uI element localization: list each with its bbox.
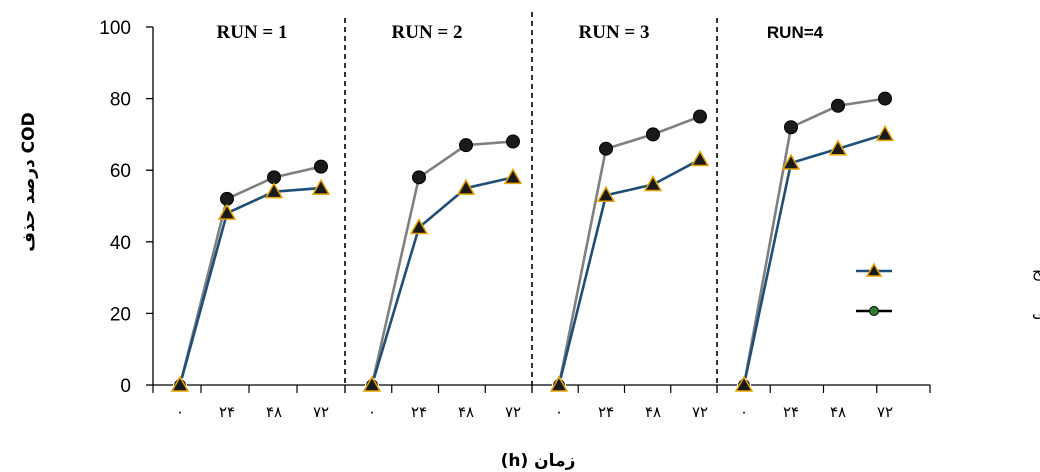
series-line-flat-graphite [557, 158, 701, 386]
legend: گرافیت مسطح نمد کربنی [856, 262, 1040, 321]
y-tick-label: 0 [120, 376, 131, 397]
series-line-carbon-felt [370, 140, 514, 386]
point-carbon-felt [267, 170, 281, 185]
series-line-flat-graphite [370, 176, 514, 386]
x-tick-label: ۷۲ [313, 403, 329, 421]
x-tick-label: ۴۸ [830, 403, 846, 421]
point-flat-graphite [734, 375, 754, 392]
x-tick-label: ۰ [176, 403, 184, 421]
panel-run-1: RUN = 1 ۰ ۲۴ ۴۸ ۷۲ [170, 22, 331, 421]
y-tick-label: 100 [99, 18, 131, 39]
point-carbon-felt [220, 191, 234, 206]
legend-item-carbon-felt: نمد کربنی [856, 303, 1040, 321]
point-flat-graphite [170, 375, 190, 392]
panel-run-3: RUN = 3 ۰ ۲۴ ۴۸ ۷۲ [549, 22, 710, 421]
x-tick-label: ۴۸ [458, 403, 474, 421]
point-carbon-felt [831, 98, 845, 113]
point-carbon-felt [693, 109, 707, 124]
x-tick-label: ۰ [368, 403, 376, 421]
point-flat-graphite [409, 217, 429, 235]
point-flat-graphite [311, 178, 331, 195]
x-tick-label: ۷۲ [505, 403, 521, 421]
series-line-flat-graphite [742, 133, 886, 386]
point-flat-graphite [549, 375, 569, 392]
point-flat-graphite [362, 375, 382, 392]
point-flat-graphite [690, 149, 710, 167]
series-line-carbon-felt [178, 165, 322, 386]
point-flat-graphite [781, 153, 801, 170]
panel-title: RUN = 1 [217, 22, 288, 43]
x-tick-label: ۷۲ [877, 403, 893, 421]
y-tick-label: 20 [110, 304, 131, 325]
legend-swatch-triangle [865, 262, 883, 277]
point-carbon-felt [506, 134, 520, 149]
panel-run-4: RUN=4 ۰ ۲۴ ۴۸ ۷۲ [734, 23, 895, 421]
x-tick-label: ۲۴ [219, 403, 235, 421]
x-axis-label: زمان (h) [501, 451, 576, 471]
x-tick-label: ۴۸ [645, 403, 661, 421]
point-carbon-felt [314, 159, 328, 174]
point-flat-graphite [643, 175, 663, 192]
panel-title: RUN = 3 [579, 22, 650, 43]
point-flat-graphite [456, 178, 476, 195]
panel-run-2: RUN = 2 ۰ ۲۴ ۴۸ ۷۲ [362, 22, 523, 421]
point-flat-graphite [503, 167, 523, 185]
y-tick-label: 40 [110, 233, 131, 254]
series-line-carbon-felt [742, 97, 886, 386]
point-carbon-felt [412, 170, 426, 185]
series-line-flat-graphite [178, 186, 322, 386]
point-flat-graphite [875, 124, 895, 142]
x-tick-label: ۰ [555, 403, 563, 421]
point-carbon-felt [459, 138, 473, 153]
x-tick-label: ۷۲ [692, 403, 708, 421]
point-carbon-felt [878, 91, 892, 106]
x-tick-label: ۲۴ [411, 403, 427, 421]
legend-item-flat-graphite: گرافیت مسطح [856, 262, 1040, 281]
legend-label: گرافیت مسطح [1032, 263, 1040, 281]
point-carbon-felt [646, 127, 660, 142]
series-line-carbon-felt [557, 115, 701, 386]
panel-title: RUN=4 [767, 23, 824, 42]
panel-title: RUN = 2 [392, 22, 463, 43]
point-carbon-felt [599, 141, 613, 156]
x-tick-label: ۲۴ [783, 403, 799, 421]
x-tick-label: ۰ [740, 403, 748, 421]
panels: RUN = 1 ۰ ۲۴ ۴۸ ۷۲ RUN = 2 ۰ ۲۴ ۴۸ ۷۲ RUN = 3 ۰ ۲۴ ۴۸… [170, 22, 895, 421]
point-flat-graphite [828, 139, 848, 156]
y-tick-label: 60 [110, 161, 131, 182]
point-flat-graphite [596, 185, 616, 203]
legend-label: نمد کربنی [1032, 303, 1040, 321]
legend-swatch-circle [869, 306, 879, 316]
point-flat-graphite [264, 182, 284, 199]
y-tick-label: 80 [110, 90, 131, 111]
point-carbon-felt [784, 120, 798, 135]
point-flat-graphite [217, 203, 237, 220]
axes: 0 20 40 60 80 100 [99, 12, 931, 397]
x-tick-label: ۲۴ [598, 403, 614, 421]
x-tick-label: ۴۸ [266, 403, 282, 421]
y-axis-label: درصد حذف COD [19, 112, 39, 251]
